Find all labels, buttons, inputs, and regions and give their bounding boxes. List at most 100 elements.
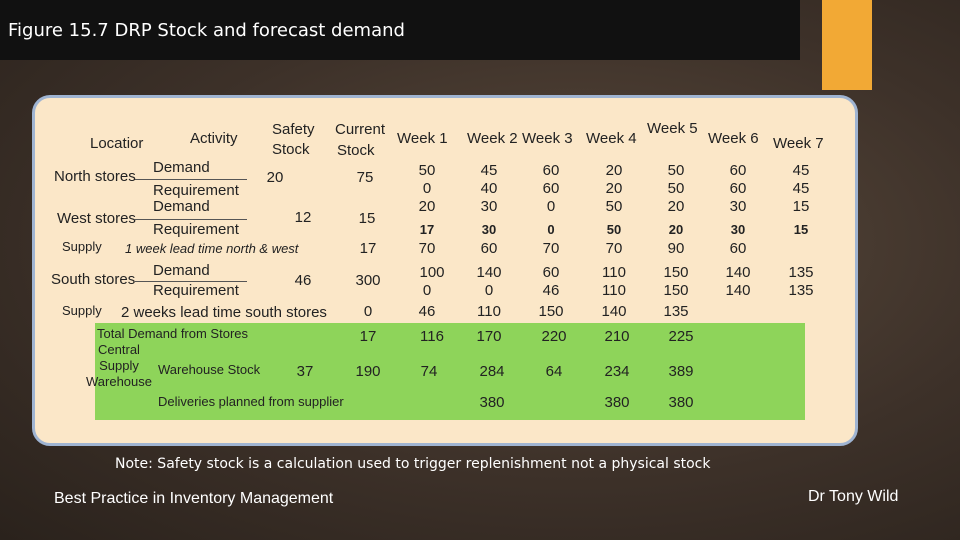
north-divider (135, 179, 247, 180)
total-demand-w2: 170 (476, 328, 502, 345)
south-req-w7: 135 (788, 282, 814, 299)
south-demand-w4: 110 (602, 264, 626, 281)
central-warehouse-area (95, 323, 805, 420)
south-requirement-label: Requirement (153, 282, 239, 299)
header-week-7: Week 7 (773, 135, 824, 152)
south-location: South stores (51, 271, 136, 288)
footnote: Note: Safety stock is a calculation used… (115, 456, 711, 472)
west-demand-w6: 30 (730, 222, 746, 237)
south-demand-w2: 140 (476, 264, 502, 281)
central-label-1: Central (98, 342, 140, 357)
header-safety-2: Stock (272, 141, 310, 158)
central-safety: 37 (296, 363, 314, 380)
deliveries-w4: 380 (604, 394, 630, 411)
west-demand-label: Demand (153, 198, 210, 215)
south-demand-w3: 60 (542, 264, 560, 281)
north-req-a-w3: 60 (542, 180, 560, 197)
north-demand-w7: 45 (792, 162, 810, 179)
north-req-b-w1: 20 (418, 198, 436, 215)
north-req-a-w6: 60 (729, 180, 747, 197)
north-demand-w1: 50 (418, 162, 436, 179)
south-demand-w6: 140 (725, 264, 751, 281)
supply-nw-w4: 70 (605, 240, 623, 257)
west-demand-w3: 0 (547, 222, 555, 237)
supply-s-w1: 46 (418, 303, 436, 320)
south-req-w5: 150 (663, 282, 689, 299)
supply-nw-label: Supply (62, 239, 102, 254)
south-demand-w1: 100 (419, 264, 445, 281)
supply-s-w3: 150 (538, 303, 564, 320)
south-demand-label: Demand (153, 262, 210, 279)
header-activity: Activity (190, 130, 238, 147)
supply-s-w5: 135 (663, 303, 689, 320)
header-week-6: Week 6 (708, 130, 759, 147)
north-requirement-label: Requirement (153, 182, 239, 199)
supply-s-label: Supply (62, 303, 102, 318)
supply-s-desc: 2 weeks lead time south stores (121, 304, 327, 321)
total-demand-w4: 210 (604, 328, 630, 345)
page-title: Figure 15.7 DRP Stock and forecast deman… (8, 20, 405, 41)
north-demand-w4: 20 (605, 162, 623, 179)
supply-nw-w1: 70 (418, 240, 436, 257)
deliveries-label: Deliveries planned from supplier (158, 394, 344, 409)
south-req-w1: 0 (422, 282, 432, 299)
supply-nw-w2: 60 (480, 240, 498, 257)
west-safety: 12 (294, 209, 312, 226)
header-week-1: Week 1 (397, 130, 448, 147)
header-week-5: Week 5 (647, 120, 698, 137)
supply-s-w2: 110 (477, 303, 501, 320)
deliveries-w2: 380 (479, 394, 505, 411)
total-demand-w1: 116 (420, 328, 444, 345)
header-location: Locatior (90, 135, 144, 152)
west-location: West stores (57, 210, 136, 227)
north-req-b-w4: 50 (605, 198, 623, 215)
header-current-1: Current (335, 121, 386, 138)
central-label-3: Warehouse (86, 374, 152, 389)
central-label-2: Supply (99, 358, 139, 373)
north-req-b-w3: 0 (546, 198, 556, 215)
west-demand-w1: 17 (419, 222, 435, 237)
north-demand-label: Demand (153, 159, 210, 176)
central-w4: 234 (604, 363, 630, 380)
header-week-3: Week 3 (522, 130, 573, 147)
south-current: 300 (355, 272, 381, 289)
west-demand-w2: 30 (481, 222, 497, 237)
north-demand-w2: 45 (480, 162, 498, 179)
supply-nw-w5: 90 (667, 240, 685, 257)
total-demand-w5: 225 (668, 328, 694, 345)
central-w1: 74 (420, 363, 438, 380)
drp-table-panel: Locatior Activity Safety Stock Current S… (32, 95, 858, 446)
north-req-b-w2: 30 (480, 198, 498, 215)
header-current-2: Stock (337, 142, 375, 159)
supply-s-current: 0 (363, 303, 373, 320)
accent-bar (822, 0, 872, 90)
south-divider (135, 281, 247, 282)
north-req-b-w5: 20 (667, 198, 685, 215)
header-week-2: Week 2 (467, 130, 518, 147)
north-demand-w6: 60 (729, 162, 747, 179)
header-safety-1: Safety (272, 121, 315, 138)
north-demand-w3: 60 (542, 162, 560, 179)
north-current: 75 (356, 169, 374, 186)
south-req-w4: 110 (602, 282, 626, 299)
south-safety: 46 (294, 272, 312, 289)
supply-nw-desc: 1 week lead time north & west (125, 241, 299, 256)
footer-right: Dr Tony Wild (808, 488, 899, 505)
north-req-a-w4: 20 (605, 180, 623, 197)
south-req-w2: 0 (484, 282, 494, 299)
west-demand-w4: 50 (606, 222, 622, 237)
total-demand-w3: 220 (541, 328, 567, 345)
central-current: 190 (355, 363, 381, 380)
supply-nw-w3: 70 (542, 240, 560, 257)
north-req-a-w5: 50 (667, 180, 685, 197)
south-demand-w5: 150 (663, 264, 689, 281)
north-req-a-w1: 0 (422, 180, 432, 197)
west-divider (135, 219, 247, 220)
south-req-w6: 140 (725, 282, 751, 299)
central-w5: 389 (668, 363, 694, 380)
supply-nw-current: 17 (359, 240, 377, 257)
north-safety: 20 (266, 169, 284, 186)
south-demand-w7: 135 (788, 264, 814, 281)
west-current: 15 (358, 210, 376, 227)
footer-left: Best Practice in Inventory Management (54, 490, 334, 507)
